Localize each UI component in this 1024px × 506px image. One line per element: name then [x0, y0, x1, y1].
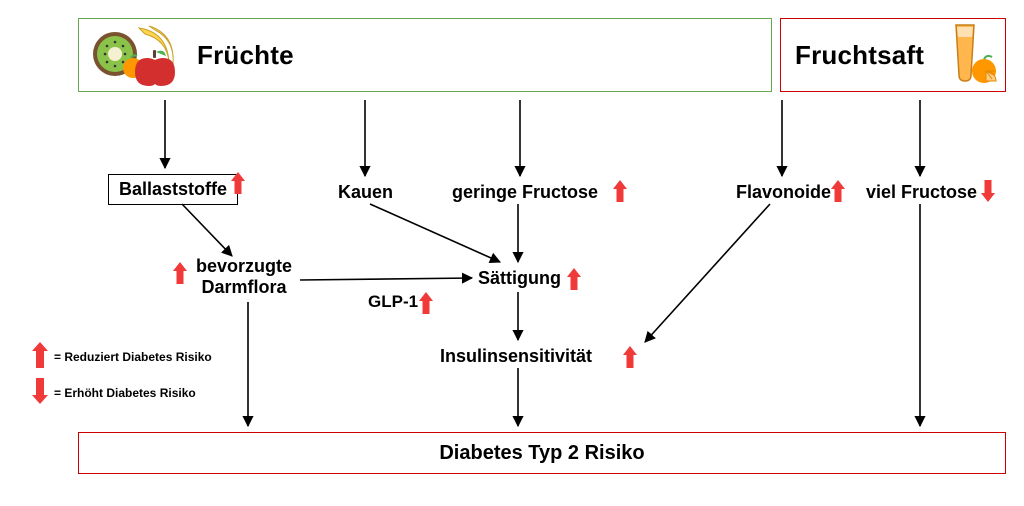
node-darmflora: bevorzugte Darmflora: [196, 256, 292, 297]
diagram-root: Früchte Fruchtsaft Ballaststoffe Kauen g…: [0, 0, 1024, 506]
juice-title: Fruchtsaft: [795, 40, 924, 71]
node-kauen: Kauen: [338, 182, 393, 203]
arrow-up-icon: [32, 342, 48, 371]
node-insulin: Insulinsensitivität: [440, 346, 592, 367]
node-viel-fructose: viel Fructose: [866, 182, 977, 203]
legend-increase: = Erhöht Diabetes Risiko: [32, 378, 196, 407]
arrow-down-icon: [32, 378, 48, 407]
legend-increase-text: = Erhöht Diabetes Risiko: [54, 386, 196, 400]
outcome-label: Diabetes Typ 2 Risiko: [439, 442, 644, 465]
legend-reduce: = Reduziert Diabetes Risiko: [32, 342, 212, 371]
legend-reduce-text: = Reduziert Diabetes Risiko: [54, 350, 212, 364]
juice-box: Fruchtsaft: [780, 18, 1006, 92]
node-glp1: GLP-1: [368, 292, 418, 312]
fruit-box: Früchte: [78, 18, 772, 92]
fruit-icon: [93, 24, 179, 86]
node-saettigung: Sättigung: [478, 268, 561, 289]
fruit-title: Früchte: [197, 40, 294, 71]
node-flavonoide: Flavonoide: [736, 182, 831, 203]
node-geringe-fructose: geringe Fructose: [452, 182, 598, 203]
juice-glass-icon: [942, 23, 998, 87]
node-ballaststoffe: Ballaststoffe: [108, 174, 238, 205]
outcome-box: Diabetes Typ 2 Risiko: [78, 432, 1006, 474]
